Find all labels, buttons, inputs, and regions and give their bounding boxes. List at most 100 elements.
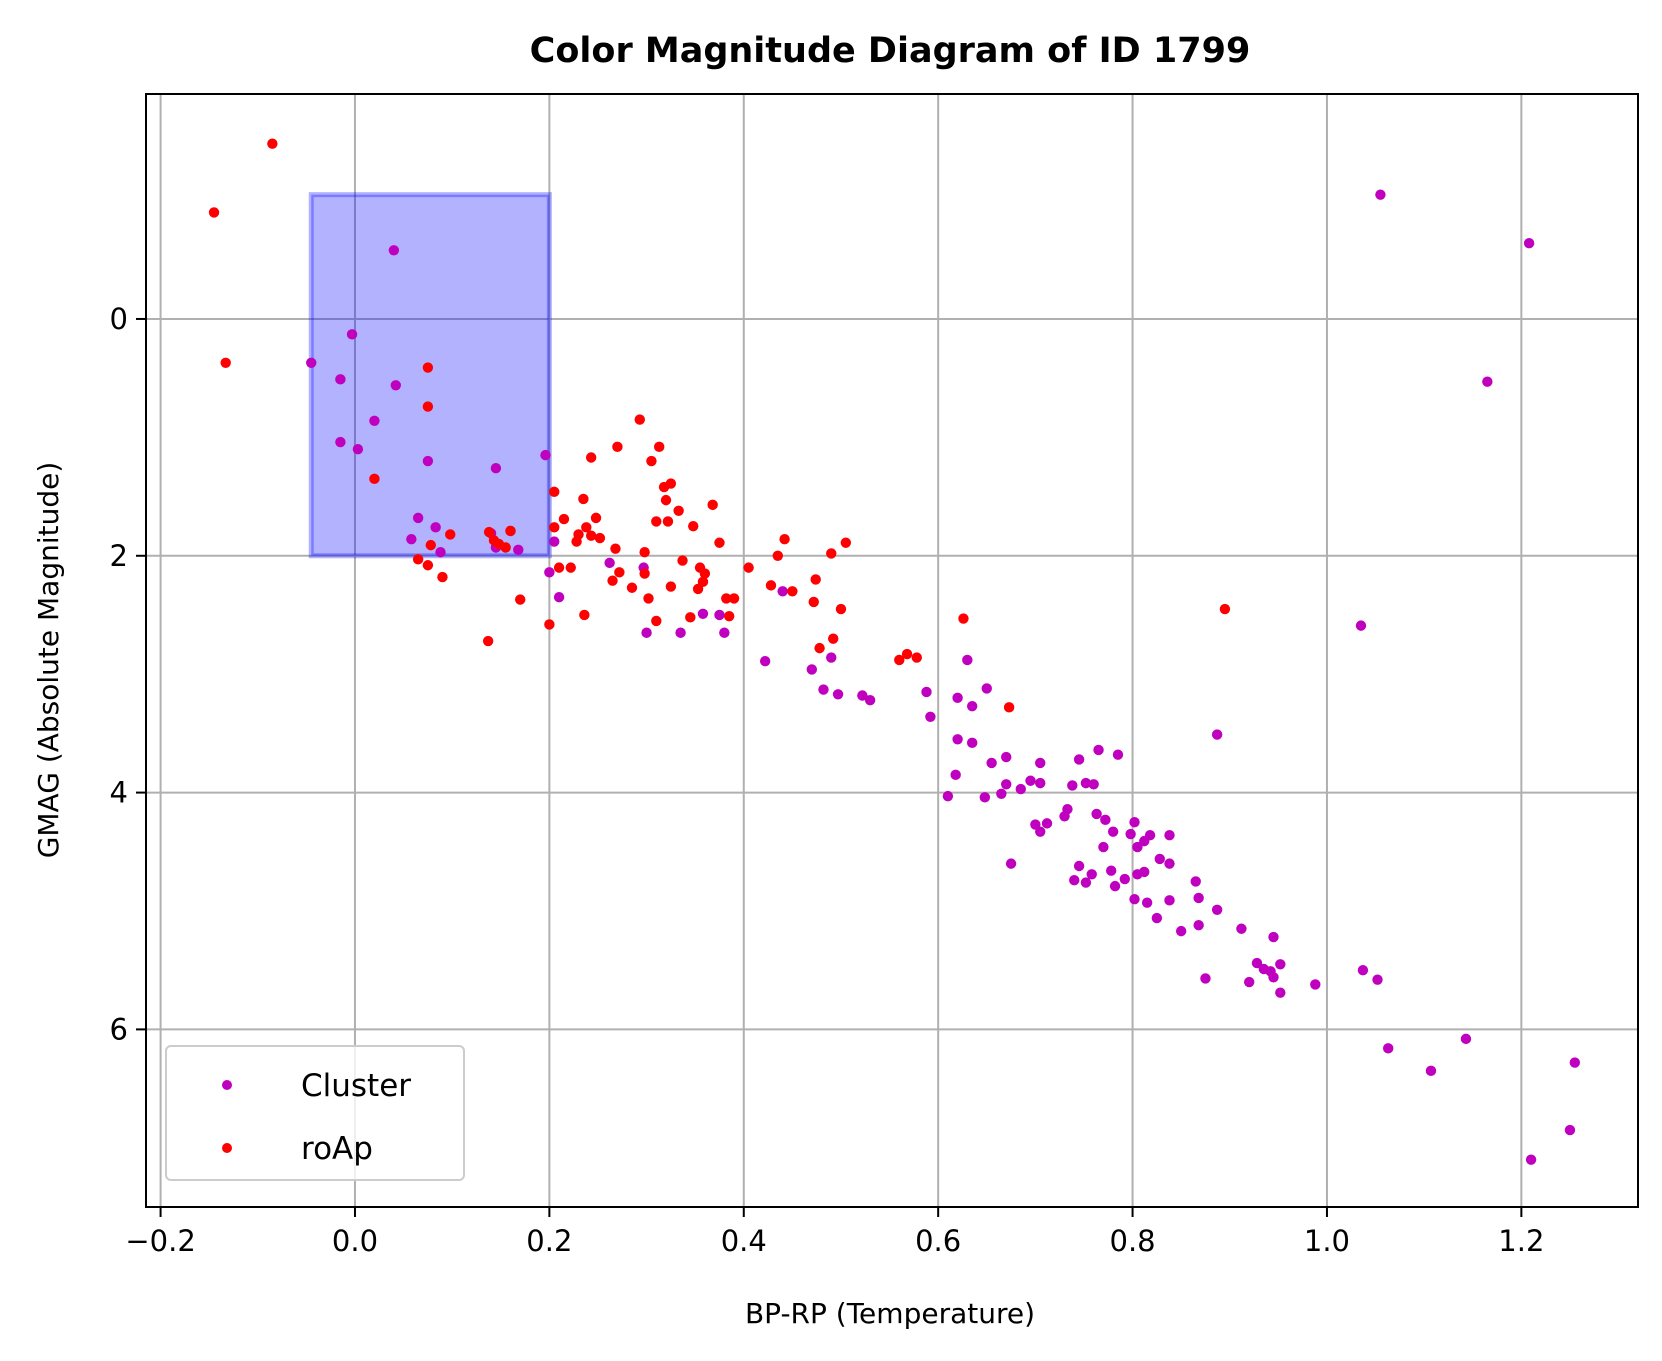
point-cluster [1355,620,1367,631]
highlight-region [308,192,552,559]
chart-title: Color Magnitude Diagram of ID 1799 [530,31,1251,71]
point-cluster [1193,919,1204,931]
point-cluster [1073,754,1085,765]
point-cluster [832,689,844,700]
point-cluster [806,664,818,675]
point-cluster [306,357,317,368]
point-cluster [1525,1154,1537,1165]
point-cluster [388,245,400,256]
legend-box [165,1045,465,1181]
point-cluster [406,534,417,545]
point-cluster [1236,923,1247,934]
point-cluster [352,444,364,455]
point-cluster [1141,897,1153,908]
point-roap [826,548,837,559]
point-cluster [950,769,961,781]
point-cluster [1025,775,1036,786]
y-tick-label: 4 [110,776,128,810]
point-cluster [1244,976,1255,988]
point-cluster [1080,777,1092,789]
point-cluster [1109,880,1121,892]
point-roap [590,512,602,524]
point-roap [728,593,740,604]
point-cluster [335,374,346,385]
point-cluster [1275,987,1286,998]
point-roap [612,441,623,453]
point-roap [723,610,735,622]
point-cluster [1001,779,1012,790]
point-cluster [1564,1124,1576,1136]
point-cluster [1107,826,1119,837]
legend-label-cluster: Cluster [301,1068,411,1104]
point-cluster [1062,803,1073,815]
point-cluster [1569,1057,1581,1068]
x-tick-label: 0.6 [915,1224,961,1258]
x-tick-label: 0.8 [1110,1224,1156,1258]
point-cluster [1251,957,1263,969]
point-cluster [777,586,788,597]
point-cluster [1069,875,1080,886]
point-cluster [826,652,837,663]
point-cluster [1088,779,1099,790]
point-roap [814,642,825,654]
point-cluster [1139,866,1150,878]
point-roap [558,513,570,525]
x-tick-label: 0.2 [526,1224,572,1258]
point-cluster [430,522,441,533]
x-tick-label: 1.0 [1304,1224,1350,1258]
point-cluster [335,436,346,448]
point-cluster [1164,895,1175,906]
x-tick-label: 0.0 [332,1224,378,1258]
point-roap [422,560,434,571]
point-roap [673,505,684,516]
point-cluster [549,536,560,547]
point-cluster [1005,858,1017,869]
point-roap [894,654,905,666]
point-cluster [759,655,771,667]
point-roap [840,537,852,548]
point-cluster [1154,853,1165,865]
point-roap [654,441,665,453]
point-roap [660,494,672,506]
point-cluster [1275,959,1286,970]
point-roap [425,539,436,551]
point-cluster [979,792,991,803]
point-cluster [1310,979,1321,990]
point-cluster [952,692,963,704]
point-roap [685,612,696,623]
legend-marker-cluster [222,1080,232,1090]
point-roap [662,516,674,527]
point-cluster [412,512,424,524]
point-cluster [1193,892,1204,904]
point-roap [585,452,597,463]
point-roap [646,455,657,467]
x-tick-label: −0.2 [125,1224,195,1258]
point-cluster [1164,830,1175,841]
point-roap [707,499,718,511]
point-cluster [1268,972,1279,983]
point-cluster [369,415,380,426]
y-axis-label: GMAG (Absolute Magnitude) [32,462,65,859]
point-cluster [1035,777,1046,789]
point-roap [607,575,618,586]
point-cluster [1425,1065,1437,1077]
point-roap [765,580,777,591]
point-cluster [1086,869,1097,880]
point-cluster [390,380,402,391]
point-roap [665,478,677,489]
point-cluster [697,608,709,619]
point-cluster [818,684,829,695]
point-cluster [1129,816,1140,828]
x-axis-ticks: −0.2 0.0 0.2 0.4 0.6 0.8 1.0 1.2 [125,1207,1544,1258]
point-roap [208,207,220,218]
plot-frame [145,93,1639,1208]
y-axis-ticks: 0 2 4 6 [110,302,146,1046]
point-cluster [1091,808,1102,820]
point-roap [743,562,754,573]
point-cluster [1482,376,1493,387]
grid [146,94,1638,1207]
point-cluster [1098,841,1109,853]
point-cluster [435,547,446,558]
point-cluster [1015,783,1026,795]
